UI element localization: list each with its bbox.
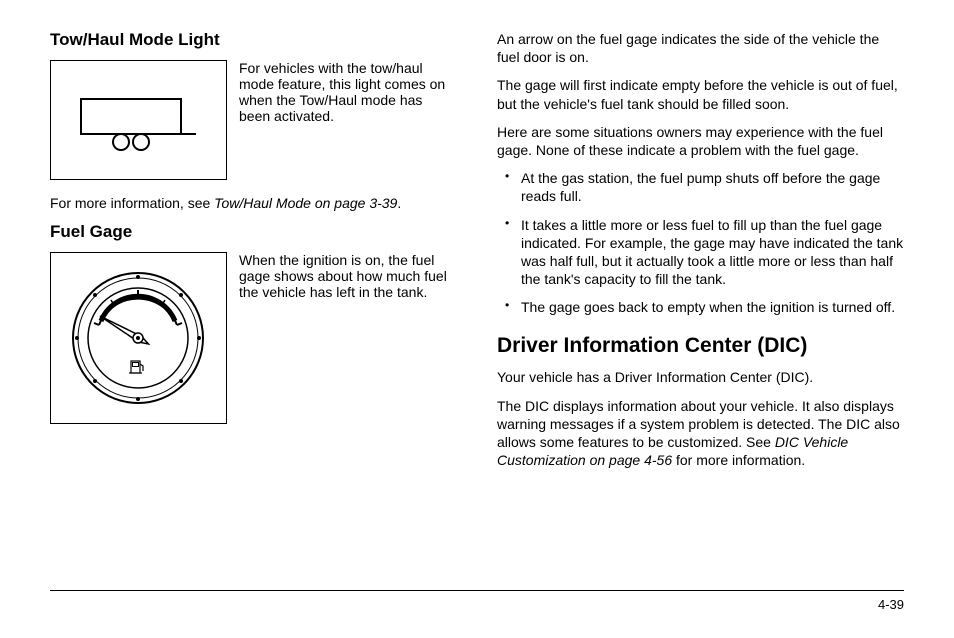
heading-tow-haul: Tow/Haul Mode Light [50, 30, 457, 50]
para-more-info-post: . [397, 195, 401, 211]
fig1-caption: For vehicles with the tow/haul mode feat… [239, 60, 457, 180]
trailer-icon [51, 61, 226, 179]
right-p1: An arrow on the fuel gage indicates the … [497, 30, 904, 66]
figure-row-1: For vehicles with the tow/haul mode feat… [50, 60, 457, 180]
right-p3: Here are some situations owners may expe… [497, 123, 904, 159]
right-p5-post: for more information. [672, 452, 805, 468]
list-item: It takes a little more or less fuel to f… [497, 216, 904, 289]
heading-fuel-gage: Fuel Gage [50, 222, 457, 242]
left-column: Tow/Haul Mode Light For vehicles with th… [50, 30, 457, 580]
list-item: The gage goes back to empty when the ign… [497, 298, 904, 316]
right-p2: The gage will first indicate empty befor… [497, 76, 904, 112]
fig2-caption: When the ignition is on, the fuel gage s… [239, 252, 457, 424]
tow-haul-figure [50, 60, 227, 180]
fuel-gage-figure [50, 252, 227, 424]
bullet-list: At the gas station, the fuel pump shuts … [497, 169, 904, 316]
right-column: An arrow on the fuel gage indicates the … [497, 30, 904, 580]
para-more-info-ref: Tow/Haul Mode on page 3-39 [214, 195, 397, 211]
list-item: At the gas station, the fuel pump shuts … [497, 169, 904, 205]
heading-dic: Driver Information Center (DIC) [497, 334, 904, 358]
fuel-gage-icon [51, 253, 226, 423]
figure-row-2: When the ignition is on, the fuel gage s… [50, 252, 457, 424]
page-number: 4-39 [878, 597, 904, 612]
right-p4: Your vehicle has a Driver Information Ce… [497, 368, 904, 386]
para-more-info-pre: For more information, see [50, 195, 214, 211]
para-more-info: For more information, see Tow/Haul Mode … [50, 194, 457, 212]
right-p5: The DIC displays information about your … [497, 397, 904, 470]
page-content: Tow/Haul Mode Light For vehicles with th… [0, 0, 954, 590]
page-footer: 4-39 [50, 590, 904, 612]
